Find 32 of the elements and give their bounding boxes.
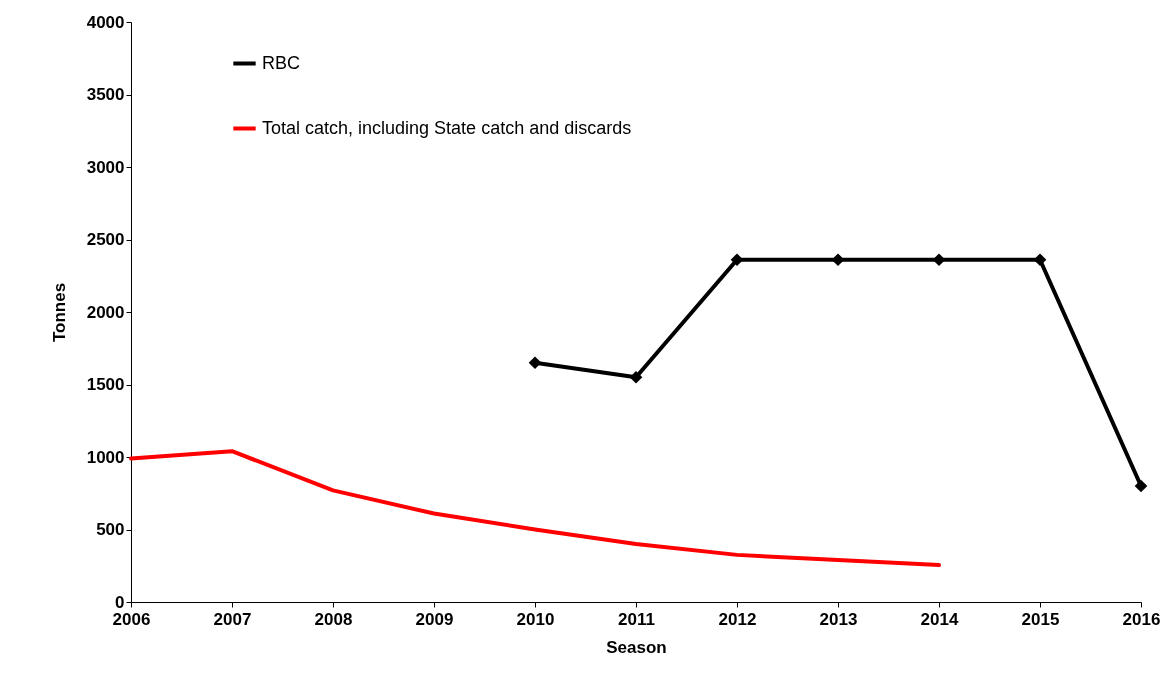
x-tick-label: 2013	[819, 609, 858, 629]
legend-label: RBC	[262, 52, 301, 73]
y-tick-label: 0	[115, 592, 125, 612]
x-tick-label: 2006	[112, 609, 151, 629]
x-tick-label: 2016	[1122, 609, 1161, 629]
line-series	[129, 449, 941, 568]
y-tick-label: 1000	[86, 447, 125, 467]
point	[730, 253, 744, 267]
x-tick-label: 2008	[314, 609, 353, 629]
y-tick-label: 2500	[86, 230, 125, 249]
point	[932, 253, 946, 267]
x-tick-label: 2010	[516, 609, 555, 629]
x-tick-label: 2014	[920, 609, 959, 629]
y-tick-label: 3000	[86, 157, 125, 177]
x-axis-title: Season	[606, 637, 667, 657]
point	[831, 253, 845, 267]
point	[1033, 253, 1047, 267]
x-tick-label: 2011	[618, 609, 655, 629]
y-tick-label: 1500	[86, 375, 125, 394]
y-tick-label: 2000	[86, 302, 125, 322]
point	[629, 370, 643, 384]
x-tick-label: 2012	[718, 609, 757, 629]
x-tick-label: 2009	[415, 609, 454, 629]
y-tick-label: 4000	[86, 12, 125, 32]
legend-label: Total catch, including State catch and discards	[262, 117, 632, 138]
point	[1134, 479, 1148, 493]
y-tick-label: 500	[96, 520, 125, 539]
y-tick-label: 3500	[86, 85, 125, 104]
y-axis-title: Tonnes	[49, 282, 69, 343]
x-tick-label: 2015	[1021, 609, 1060, 629]
point	[528, 356, 542, 370]
x-tick-label: 2007	[213, 609, 252, 629]
